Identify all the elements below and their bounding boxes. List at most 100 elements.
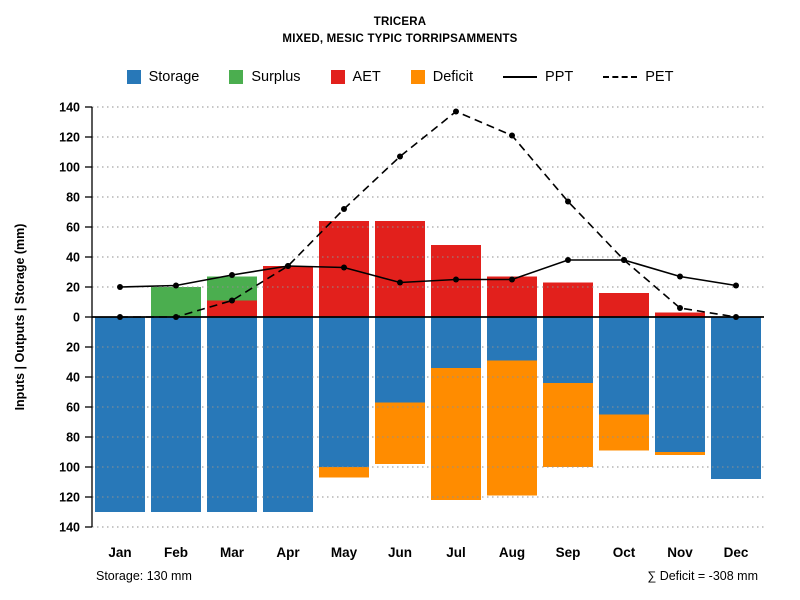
chart-plot: 0 20 20 40 40 60 60 80 80 100 100 120 120 140 140 Jan Fe… (13, 100, 764, 560)
ppt-point (565, 256, 571, 263)
aet-bar (543, 282, 593, 317)
storage-bar (95, 316, 145, 512)
aet-bar (375, 220, 425, 317)
storage-bar (319, 316, 369, 467)
aet-swatch (330, 69, 345, 84)
y-axis-title: Inputs | Outputs | Storage (mm) (13, 223, 27, 410)
legend-item-deficit: Deficit (410, 68, 474, 85)
storage-bar (711, 316, 761, 479)
pet-point (397, 153, 403, 159)
y-tick-label: 140 (59, 520, 80, 534)
storage-note: Storage: 130 mm (96, 568, 192, 583)
ppt-point (117, 283, 123, 290)
ppt-point (733, 282, 739, 288)
pet-point (733, 313, 739, 320)
y-tick-label: 120 (59, 490, 80, 504)
chart-title-block: TRICERA MIXED, MESIC TYPIC TORRIPSAMMENT… (0, 0, 800, 49)
pet-line (120, 110, 737, 318)
y-tick-label: 60 (66, 400, 80, 414)
x-tick-label: Nov (667, 545, 693, 560)
deficit-bar (543, 382, 593, 467)
storage-bar (207, 316, 257, 512)
pet-point (341, 205, 347, 212)
deficit-bar (375, 402, 425, 464)
x-tick-label: Mar (220, 545, 245, 560)
storage-bar (655, 316, 705, 452)
x-tick-label: Jul (446, 545, 466, 560)
y-tick-label: 80 (66, 430, 80, 444)
x-tick-label: Feb (164, 545, 188, 560)
deficit-bar (431, 367, 481, 500)
y-tick-label: 100 (59, 160, 80, 174)
storage-bar (263, 316, 313, 512)
y-tick-label: 20 (66, 340, 80, 354)
deficit-bar (319, 466, 369, 477)
legend-item-pet: PET (603, 69, 673, 85)
legend-item-storage: Storage (126, 69, 199, 85)
x-tick-label: Sep (556, 545, 581, 560)
legend-label: AET (352, 68, 381, 85)
legend-item-surplus: Surplus (229, 69, 301, 85)
x-tick-label: Oct (613, 545, 636, 560)
chart-subtitle: MIXED, MESIC TYPIC TORRIPSAMMENTS (282, 33, 518, 46)
y-tick-label: 0 (73, 310, 80, 324)
storage-bar (543, 316, 593, 383)
x-tick-label: Apr (276, 545, 300, 560)
y-tick-label: 140 (59, 100, 80, 114)
pet-point (173, 313, 179, 320)
pet-point (621, 256, 627, 263)
chart-area: 0 20 20 40 40 60 60 80 80 100 100 120 120 140 140 Jan Fe… (0, 87, 800, 569)
aet-bar (263, 265, 313, 317)
chart-footnotes: Storage: 130 mm ∑ Deficit = -308 mm (0, 569, 800, 583)
surplus-bar (207, 276, 257, 300)
legend-item-ppt: PPT (503, 69, 573, 85)
storage-bar (375, 316, 425, 402)
legend-item-aet: AET (330, 68, 381, 85)
surplus-swatch (229, 69, 244, 84)
pet-point (677, 304, 683, 311)
x-tick-label: Jun (388, 545, 412, 560)
deficit-bar (655, 451, 705, 455)
storage-bar (431, 316, 481, 368)
y-tick-label: 120 (59, 130, 80, 144)
storage-swatch (126, 69, 141, 84)
y-tick-label: 100 (59, 460, 80, 474)
storage-bar (487, 316, 537, 360)
aet-bar (599, 292, 649, 317)
pet-point (229, 297, 235, 303)
y-tick-label: 40 (66, 250, 80, 264)
ppt-line (119, 258, 737, 288)
aet-bar (655, 312, 705, 317)
chart-legend: Storage Surplus AET Deficit PPT PET (0, 69, 800, 85)
aet-bar (487, 276, 537, 317)
ppt-point (453, 276, 459, 282)
ppt-point (397, 279, 403, 285)
deficit-bar (487, 360, 537, 495)
aet-bar (207, 300, 257, 317)
ppt-point (509, 276, 515, 282)
storage-bar (599, 316, 649, 414)
legend-label: PPT (545, 68, 574, 85)
pet-line-sample (603, 75, 638, 78)
ppt-line-sample (503, 75, 538, 78)
x-tick-label: Jan (108, 545, 131, 560)
y-tick-label: 80 (66, 190, 80, 204)
x-tick-label: Aug (499, 545, 525, 560)
legend-label: Deficit (432, 68, 474, 85)
ppt-point (677, 273, 683, 279)
x-tick-label: Dec (724, 545, 749, 560)
pet-point (453, 108, 459, 114)
deficit-bar (599, 414, 649, 450)
x-tick-label: May (331, 545, 358, 560)
pet-point (285, 262, 291, 269)
y-tick-label: 60 (66, 220, 80, 234)
pet-point (509, 132, 515, 138)
surplus-bar (151, 286, 201, 317)
y-tick-label: 40 (66, 370, 80, 384)
storage-bar (151, 316, 201, 512)
ppt-point (341, 264, 347, 270)
y-tick-label: 20 (66, 280, 80, 294)
deficit-sum-note: ∑ Deficit = -308 mm (647, 568, 758, 583)
chart-title: TRICERA (373, 16, 427, 28)
